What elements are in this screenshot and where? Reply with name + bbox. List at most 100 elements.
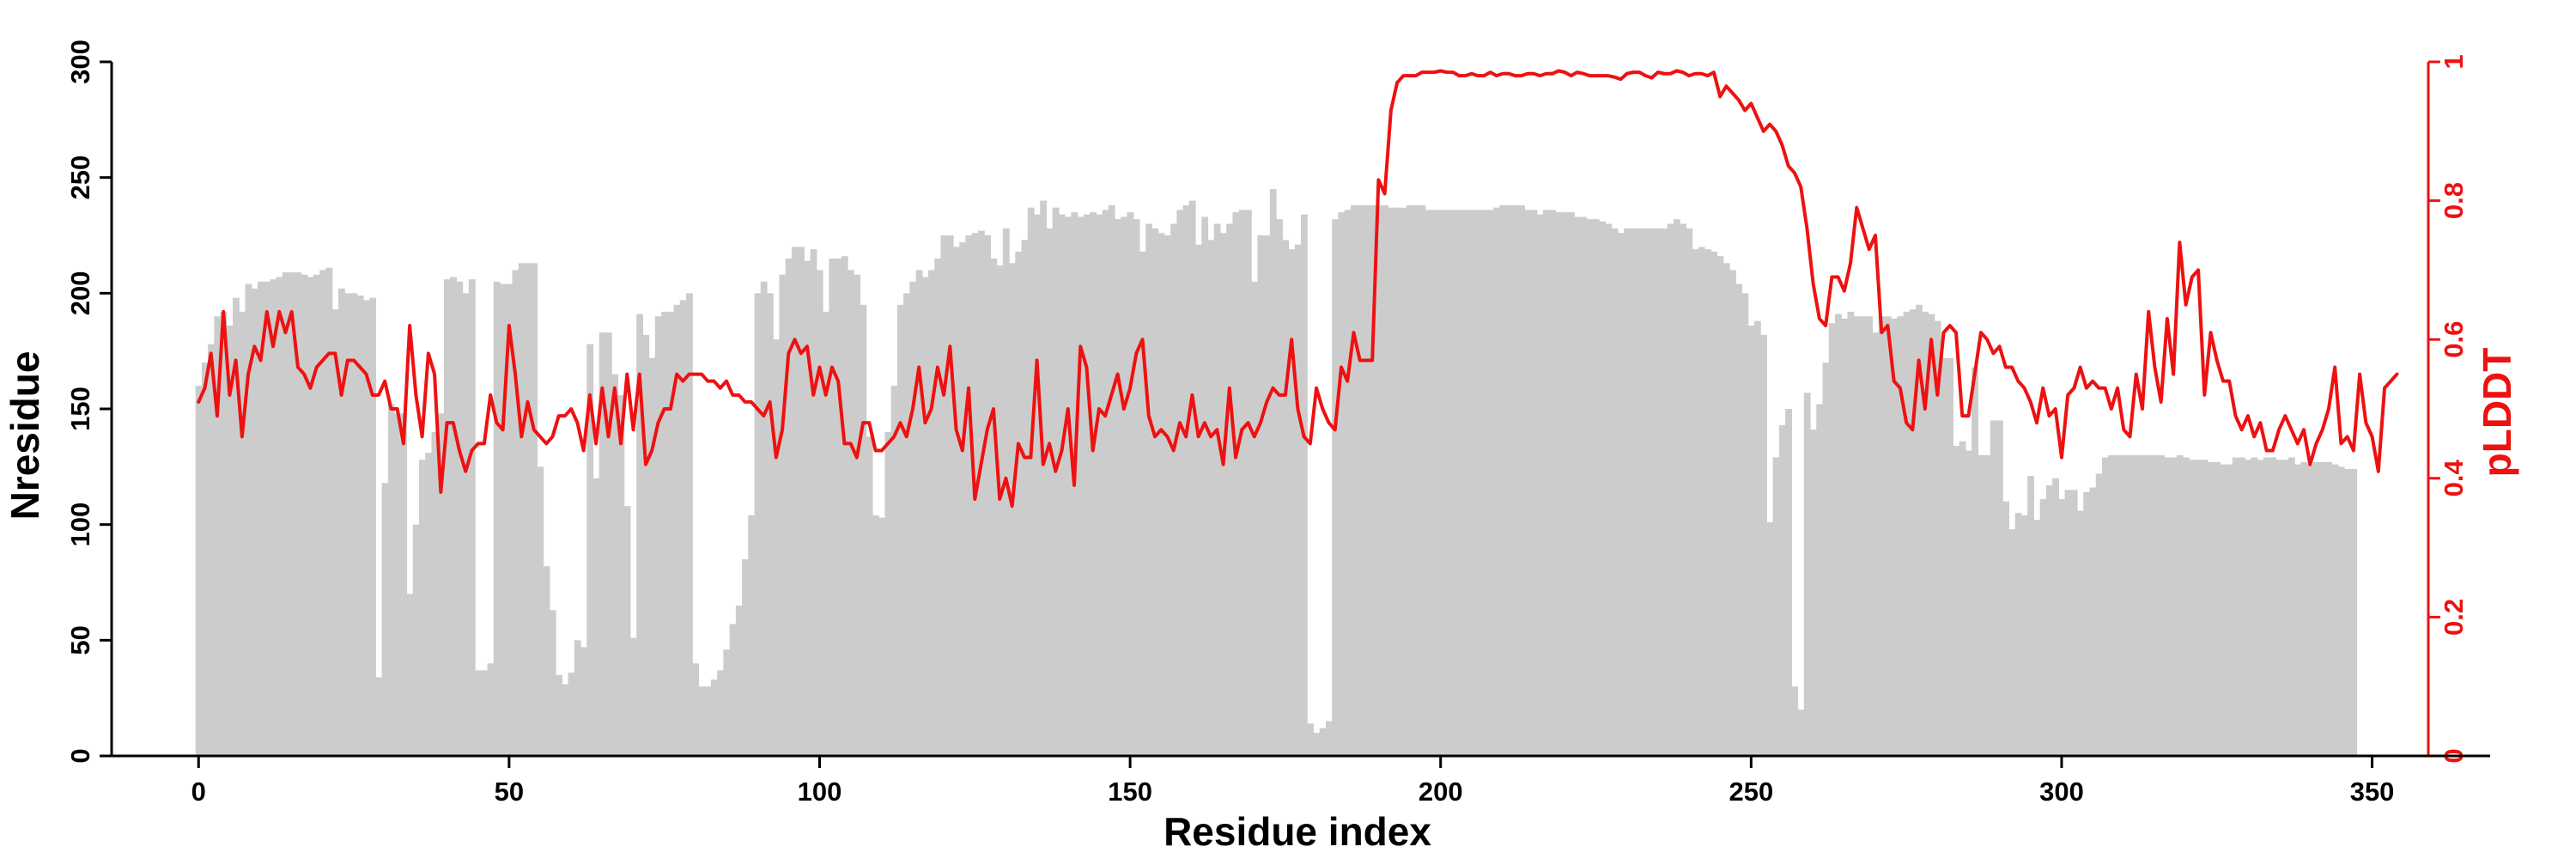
nresidue-bar (835, 258, 842, 756)
nresidue-bar (1698, 247, 1705, 757)
nresidue-bar (1083, 214, 1091, 756)
nresidue-bar (1872, 332, 1880, 756)
nresidue-bar (965, 235, 973, 756)
nresidue-bar (233, 297, 240, 757)
nresidue-bar (909, 281, 917, 756)
nresidue-bar (896, 304, 904, 756)
nresidue-bar (946, 235, 954, 756)
nresidue-bar (742, 559, 749, 756)
nresidue-bar (1226, 223, 1234, 756)
nresidue-bar (915, 270, 923, 756)
nresidue-bar (1710, 251, 1718, 757)
nresidue-bar (984, 235, 991, 756)
nresidue-bar (2045, 484, 2053, 756)
right-y-axis-title: pLDDT (2475, 348, 2519, 478)
nresidue-bar (425, 453, 433, 756)
nresidue-bar (810, 249, 817, 756)
nresidue-bar (1791, 686, 1799, 756)
nresidue-bar (406, 594, 414, 756)
nresidue-bar (1636, 228, 1643, 756)
nresidue-bar (1984, 454, 1991, 756)
nresidue-bar (2058, 499, 2066, 756)
nresidue-bar (1859, 316, 1867, 756)
nresidue-bar (1853, 316, 1861, 756)
nresidue-bar (1747, 326, 1755, 756)
nresidue-bar (2095, 473, 2103, 756)
nresidue-bar (1580, 216, 1588, 756)
x-tick-label: 0 (191, 777, 206, 807)
nresidue-bar (2158, 454, 2165, 756)
x-tick-label: 200 (1419, 777, 1463, 807)
nresidue-bar (1704, 249, 1711, 756)
nresidue-bar (1586, 219, 1594, 756)
nresidue-bar (1965, 450, 1972, 756)
nresidue-bar (1034, 214, 1041, 756)
nresidue-bar (872, 515, 879, 756)
nresidue-bar (2145, 454, 2153, 756)
nresidue-bar (2337, 466, 2345, 756)
nresidue-bar (1897, 316, 1905, 756)
nresidue-bar (1201, 216, 1209, 756)
nresidue-bar (1953, 446, 1960, 756)
nresidue-bar (1394, 207, 1401, 756)
nresidue-bars (195, 189, 2358, 757)
nresidue-bar (2201, 460, 2208, 756)
nresidue-bar (1841, 318, 1849, 756)
nresidue-bar (996, 265, 1004, 756)
nresidue-bar (1810, 430, 1817, 756)
nresidue-bar (208, 344, 215, 756)
nresidue-bar (735, 605, 743, 756)
nresidue-bar (1058, 214, 1066, 756)
nresidue-bar (362, 300, 370, 756)
nresidue-bar (2033, 520, 2041, 756)
nresidue-bar (1400, 207, 1407, 756)
nresidue-bar (1555, 212, 1563, 756)
nresidue-bar (717, 670, 724, 756)
nresidue-bar (1257, 235, 1265, 756)
nresidue-bar (325, 267, 333, 757)
nresidue-bar (1692, 249, 1699, 756)
nresidue-bar (1021, 240, 1029, 756)
nresidue-bar (2052, 478, 2059, 756)
nresidue-bar (524, 263, 532, 756)
left-y-axis-title: Nresidue (3, 351, 47, 521)
nresidue-bar (412, 524, 420, 756)
nresidue-bar (419, 460, 426, 756)
nresidue-bar (1903, 311, 1911, 756)
nresidue-bar (307, 277, 314, 757)
nresidue-bar (437, 413, 445, 756)
nresidue-bar (1655, 228, 1662, 756)
nresidue-bar (823, 311, 829, 756)
nresidue-bar (381, 483, 389, 756)
nresidue-bar (2114, 454, 2122, 756)
nresidue-bar (598, 332, 606, 756)
nresidue-bar (2344, 469, 2351, 756)
nresidue-bar (1611, 228, 1619, 756)
nresidue-bar (1884, 316, 1892, 756)
nresidue-bar (1344, 210, 1352, 756)
nresidue-bar (2151, 454, 2159, 756)
nresidue-bar (605, 332, 612, 756)
nresidue-bar (1766, 521, 1774, 756)
nresidue-bar (2306, 464, 2314, 756)
nresidue-bar (667, 311, 675, 756)
nresidue-bar (1996, 420, 2003, 756)
nresidue-bar (829, 258, 836, 756)
nresidue-bar (475, 670, 482, 756)
nresidue-bar (468, 279, 476, 756)
nresidue-bar (2077, 510, 2084, 756)
plddt-line-layer (197, 69, 2399, 509)
nresidue-bar (841, 256, 848, 756)
nresidue-bar (1760, 334, 1768, 756)
nresidue-bar (2325, 461, 2333, 756)
nresidue-bar (785, 258, 793, 756)
nresidue-bar (2319, 461, 2326, 756)
nresidue-bar (791, 247, 799, 757)
nresidue-bar (2064, 490, 2072, 756)
nresidue-bar (1630, 228, 1637, 756)
nresidue-bar (2126, 454, 2134, 756)
nresidue-bar (903, 293, 910, 757)
nresidue-bar (251, 288, 258, 756)
nresidue-bar (1649, 228, 1656, 756)
